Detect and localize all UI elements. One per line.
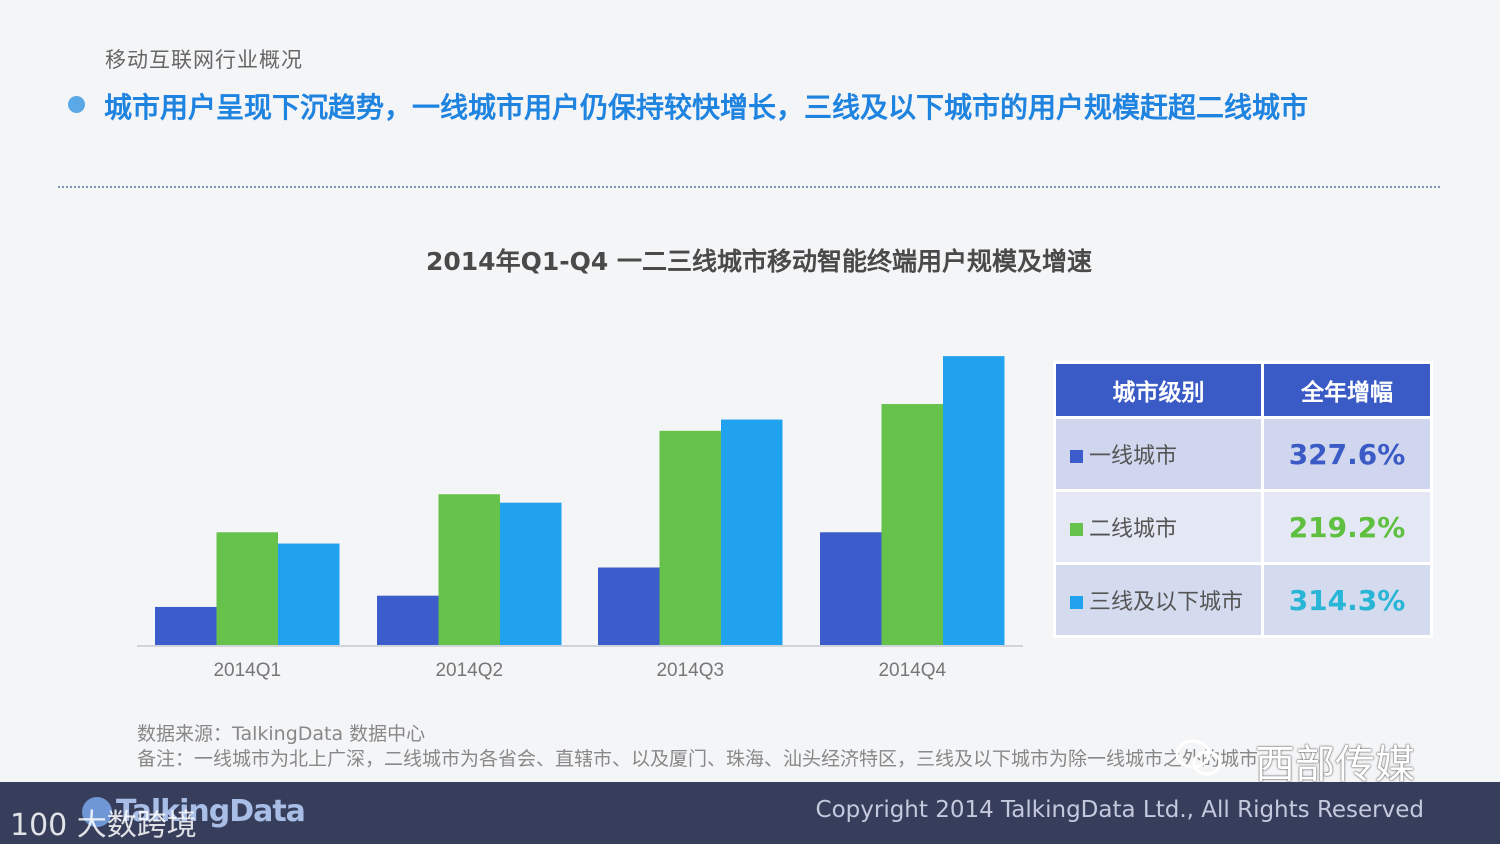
brand-logo: TalkingData bbox=[116, 794, 306, 829]
bullet-dot-icon bbox=[68, 96, 85, 113]
table-cell-growth: 219.2% bbox=[1264, 492, 1430, 562]
table-cell-growth: 314.3% bbox=[1264, 565, 1430, 635]
bar-2014Q3-series-1 bbox=[598, 567, 660, 645]
table-header-growth: 全年增幅 bbox=[1264, 364, 1430, 416]
level-label: 一线城市 bbox=[1089, 444, 1178, 469]
bar-2014Q1-series-2 bbox=[216, 532, 278, 645]
watermark-right: 西部传媒 bbox=[1255, 742, 1415, 788]
footer-bar bbox=[0, 782, 1500, 844]
bar-2014Q4-series-3 bbox=[943, 356, 1005, 645]
table-row: 三线及以下城市 314.3% bbox=[1056, 565, 1430, 635]
copyright-text: Copyright 2014 TalkingData Ltd., All Rig… bbox=[815, 797, 1424, 823]
growth-table: 城市级别 全年增幅 一线城市 327.6% 二线城市 219.2% 三线及以下城… bbox=[1053, 361, 1433, 638]
table-cell-level: 一线城市 bbox=[1056, 419, 1261, 489]
level-label: 二线城市 bbox=[1089, 517, 1178, 542]
chart-title: 2014年Q1-Q4 一二三线城市移动智能终端用户规模及增速 bbox=[426, 247, 1092, 276]
bar-2014Q2-series-3 bbox=[500, 502, 562, 645]
x-tick-label: 2014Q3 bbox=[656, 660, 724, 681]
section-label: 移动互联网行业概况 bbox=[105, 48, 303, 72]
watermark-left: 100 大数跨境 bbox=[10, 808, 197, 843]
bar-2014Q4-series-1 bbox=[820, 532, 882, 645]
bar-2014Q4-series-2 bbox=[881, 404, 943, 645]
x-tick-label: 2014Q1 bbox=[213, 660, 281, 681]
data-source-note: 数据来源：TalkingData 数据中心 bbox=[137, 723, 426, 745]
bar-2014Q3-series-3 bbox=[721, 419, 783, 645]
talkingdata-logo-icon bbox=[82, 797, 112, 827]
bar-2014Q2-series-1 bbox=[377, 595, 439, 645]
level-label: 三线及以下城市 bbox=[1089, 590, 1244, 615]
table-row: 一线城市 327.6% bbox=[1056, 419, 1430, 489]
bar-2014Q3-series-2 bbox=[659, 430, 721, 645]
bar-2014Q1-series-3 bbox=[278, 543, 340, 645]
swatch-tier3 bbox=[1070, 596, 1083, 609]
bar-2014Q2-series-2 bbox=[438, 494, 500, 645]
x-tick-label: 2014Q4 bbox=[878, 660, 946, 681]
wechat-icon bbox=[1175, 739, 1222, 776]
page-headline: 城市用户呈现下沉趋势，一线城市用户仍保持较快增长，三线及以下城市的用户规模赶超二… bbox=[104, 91, 1309, 124]
dotted-divider bbox=[58, 186, 1440, 188]
table-cell-level: 三线及以下城市 bbox=[1056, 565, 1261, 635]
table-row: 二线城市 219.2% bbox=[1056, 492, 1430, 562]
x-tick-label: 2014Q2 bbox=[435, 660, 503, 681]
table-cell-growth: 327.6% bbox=[1264, 419, 1430, 489]
bar-2014Q1-series-1 bbox=[155, 606, 217, 645]
table-cell-level: 二线城市 bbox=[1056, 492, 1261, 562]
swatch-tier2 bbox=[1070, 523, 1083, 536]
remark-note: 备注：一线城市为北上广深，二线城市为各省会、直辖市、以及厦门、珠海、汕头经济特区… bbox=[137, 748, 1259, 770]
bar-chart: 2014Q1 2014Q2 2014Q3 2014Q4 bbox=[137, 356, 1023, 681]
table-header-level: 城市级别 bbox=[1056, 364, 1261, 416]
swatch-tier1 bbox=[1070, 450, 1083, 463]
